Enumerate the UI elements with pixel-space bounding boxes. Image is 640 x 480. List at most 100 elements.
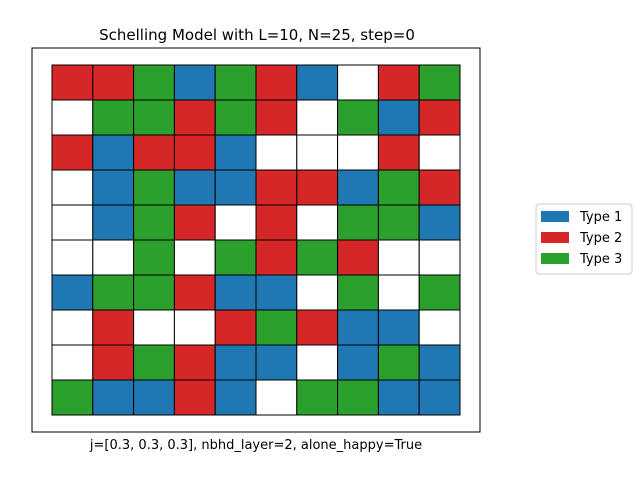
grid-cell bbox=[173, 169, 216, 206]
legend-swatch bbox=[541, 211, 569, 222]
grid-cells bbox=[51, 64, 461, 416]
grid-cell bbox=[173, 239, 216, 276]
grid-cell bbox=[296, 309, 339, 346]
grid-cell bbox=[92, 344, 135, 381]
grid-cell bbox=[377, 239, 420, 276]
grid-cell bbox=[92, 309, 135, 346]
grid-cell bbox=[51, 309, 94, 346]
grid-cell bbox=[214, 134, 257, 171]
grid-cell bbox=[255, 239, 298, 276]
grid-cell bbox=[173, 309, 216, 346]
grid-cell bbox=[377, 274, 420, 311]
chart-title: Schelling Model with L=10, N=25, step=0 bbox=[99, 26, 415, 44]
grid-cell bbox=[377, 134, 420, 171]
grid-cell bbox=[337, 344, 379, 381]
grid-cell bbox=[51, 64, 94, 101]
grid-cell bbox=[51, 239, 94, 276]
grid-cell bbox=[418, 169, 461, 206]
grid-cell bbox=[173, 274, 216, 311]
grid-cell bbox=[337, 169, 379, 206]
grid-cell bbox=[51, 344, 94, 381]
grid-cell bbox=[133, 274, 175, 311]
grid-cell bbox=[296, 169, 339, 206]
grid-cell bbox=[255, 99, 298, 136]
grid-cell bbox=[296, 99, 339, 136]
grid-cell bbox=[418, 309, 461, 346]
grid-cell bbox=[418, 344, 461, 381]
legend-label: Type 1 bbox=[579, 210, 622, 225]
legend-label: Type 2 bbox=[579, 231, 622, 246]
grid-cell bbox=[214, 204, 257, 241]
grid-cell bbox=[92, 134, 135, 171]
grid-cell bbox=[296, 134, 339, 171]
grid-cell bbox=[296, 274, 339, 311]
grid-cell bbox=[418, 99, 461, 136]
grid-cell bbox=[92, 169, 135, 206]
grid-cell bbox=[377, 379, 420, 416]
grid-cell bbox=[296, 379, 339, 416]
x-axis-label: j=[0.3, 0.3, 0.3], nbhd_layer=2, alone_h… bbox=[89, 438, 422, 453]
grid-cell bbox=[418, 239, 461, 276]
grid-cell bbox=[51, 134, 94, 171]
grid-cell bbox=[296, 239, 339, 276]
grid-cell bbox=[337, 309, 379, 346]
grid-cell bbox=[133, 99, 175, 136]
legend: Type 1 Type 2 Type 3 bbox=[535, 203, 633, 275]
grid-cell bbox=[173, 379, 216, 416]
grid-cell bbox=[255, 344, 298, 381]
grid-cell bbox=[51, 204, 94, 241]
grid-cell bbox=[337, 379, 379, 416]
grid-cell bbox=[173, 344, 216, 381]
grid-cell bbox=[214, 274, 257, 311]
grid-cell bbox=[337, 134, 379, 171]
grid-cell bbox=[377, 169, 420, 206]
grid-cell bbox=[133, 309, 175, 346]
grid-cell bbox=[214, 169, 257, 206]
grid-cell bbox=[337, 274, 379, 311]
grid-cell bbox=[214, 99, 257, 136]
grid-cell bbox=[133, 64, 175, 101]
grid-cell bbox=[173, 64, 216, 101]
grid-cell bbox=[214, 379, 257, 416]
grid-cell bbox=[255, 204, 298, 241]
grid-cell bbox=[255, 134, 298, 171]
grid-cell bbox=[214, 344, 257, 381]
grid-cell bbox=[377, 309, 420, 346]
grid-cell bbox=[296, 204, 339, 241]
grid-cell bbox=[377, 99, 420, 136]
grid-cell bbox=[255, 169, 298, 206]
grid-cell bbox=[296, 64, 339, 101]
grid-cell bbox=[173, 99, 216, 136]
grid-cell bbox=[133, 204, 175, 241]
grid-cell bbox=[377, 204, 420, 241]
grid-cell bbox=[337, 239, 379, 276]
grid-cell bbox=[173, 134, 216, 171]
grid-cell bbox=[133, 379, 175, 416]
grid-cell bbox=[337, 99, 379, 136]
grid-cell bbox=[418, 274, 461, 311]
grid-cell bbox=[214, 309, 257, 346]
grid-cell bbox=[214, 64, 257, 101]
grid-cell bbox=[418, 134, 461, 171]
grid-cell bbox=[133, 344, 175, 381]
grid-cell bbox=[92, 204, 135, 241]
grid-cell bbox=[92, 99, 135, 136]
grid-cell bbox=[296, 344, 339, 381]
grid-cell bbox=[51, 99, 94, 136]
grid-cell bbox=[92, 379, 135, 416]
grid-cell bbox=[377, 64, 420, 101]
grid-cell bbox=[92, 274, 135, 311]
grid-cell bbox=[255, 309, 298, 346]
grid-cell bbox=[255, 274, 298, 311]
grid-cell bbox=[92, 64, 135, 101]
grid-cell bbox=[133, 239, 175, 276]
legend-label: Type 3 bbox=[579, 252, 622, 267]
grid-cell bbox=[51, 169, 94, 206]
legend-swatch bbox=[541, 232, 569, 243]
grid-cell bbox=[418, 379, 461, 416]
legend-swatch bbox=[541, 253, 569, 264]
grid-cell bbox=[214, 239, 257, 276]
grid-cell bbox=[337, 204, 379, 241]
grid-cell bbox=[51, 274, 94, 311]
